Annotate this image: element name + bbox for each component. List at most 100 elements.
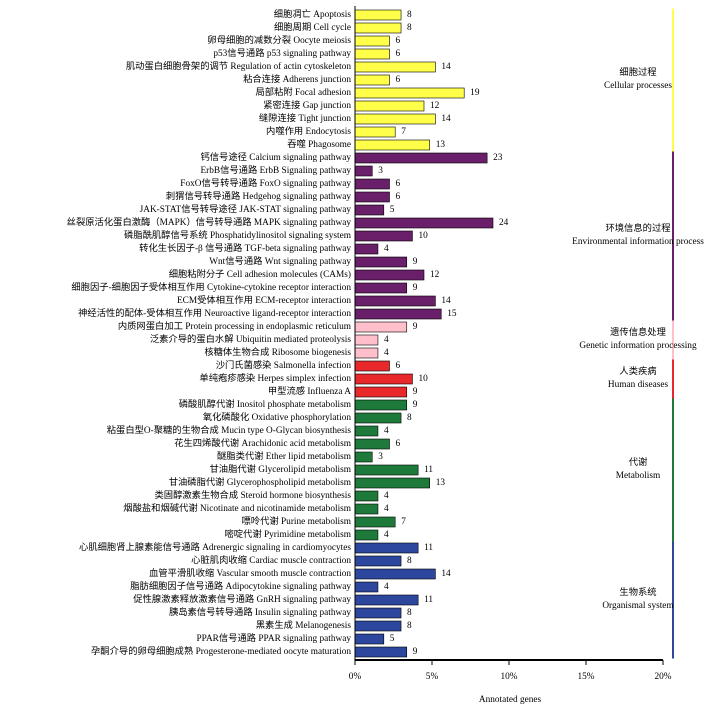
count-label: 8 (407, 608, 412, 618)
group-subtitle: Metabolism (616, 471, 661, 481)
group-name: 代谢 (629, 456, 648, 468)
category-label: 花生四烯酸代谢 Arachidonic acid metabolism (174, 437, 352, 449)
category-label: 细胞凋亡 Apoptosis (274, 8, 352, 20)
count-label: 14 (441, 62, 451, 72)
category-label: 血管平滑肌收缩 Vascular smooth muscle contracti… (149, 567, 351, 579)
bar (354, 256, 408, 268)
count-label: 4 (384, 335, 389, 345)
category-label: 嘌呤代谢 Purine metabolism (242, 515, 352, 527)
count-label: 11 (424, 543, 433, 553)
bar (354, 386, 408, 398)
category-label: ErbB信号通路 ErbB Signaling pathway (200, 164, 351, 176)
count-label: 14 (441, 569, 451, 579)
category-label: FoxO信号转导通路 FoxO signaling pathway (180, 177, 351, 189)
category-label: 黑素生成 Melanogenesis (256, 619, 352, 631)
count-label: 4 (384, 426, 389, 436)
count-label: 6 (395, 179, 400, 189)
category-label: 嘧啶代谢 Pyrimidine metabolism (224, 528, 351, 540)
category-label: 胰岛素信号转导通路 Insulin signaling pathway (169, 606, 351, 618)
count-label: 6 (395, 192, 400, 202)
group-subtitle: Cellular processes (604, 81, 672, 91)
category-label: 烟酸盐和烟碱代谢 Nicotinate and nicotinamide met… (123, 502, 352, 514)
bar (354, 477, 430, 489)
count-label: 10 (418, 374, 428, 384)
bar (354, 399, 408, 411)
category-label: 氧化磷酸化 Oxidative phosphorylation (203, 411, 352, 423)
bar (354, 633, 385, 645)
count-label: 13 (436, 140, 446, 150)
category-label: 局部粘附 Focal adhesion (255, 86, 351, 98)
bar (354, 464, 419, 476)
bar (354, 503, 379, 515)
bar (354, 22, 402, 34)
count-label: 11 (424, 465, 433, 475)
bar (354, 516, 396, 528)
count-label: 9 (413, 322, 418, 332)
count-label: 8 (407, 556, 412, 566)
count-label: 14 (441, 296, 451, 306)
category-label: 卵母细胞的减数分裂 Oocyte meiosis (207, 34, 351, 46)
category-label: 脂肪细胞因子信号通路 Adipocytokine signaling pathw… (130, 580, 351, 592)
count-label: 4 (384, 504, 389, 514)
category-label: 内质网蛋白加工 Protein processing in endoplasmi… (118, 320, 352, 332)
bar (354, 542, 419, 554)
count-label: 6 (395, 361, 400, 371)
bar (354, 334, 379, 346)
category-label: 肌动蛋白细胞骨架的调节 Regulation of actin cytoskel… (126, 60, 352, 72)
count-label: 8 (407, 413, 412, 423)
category-label: 甲型流感 Influenza A (268, 385, 351, 397)
group-name: 人类疾病 (619, 365, 656, 377)
bar (354, 269, 425, 281)
category-label: 转化生长因子-β 信号通路 TGF-beta signaling pathway (139, 242, 351, 254)
bar (354, 48, 390, 60)
count-label: 6 (395, 75, 400, 85)
x-tick-label: 5% (426, 672, 439, 682)
bar (354, 165, 373, 177)
x-tick-label: 0% (349, 672, 362, 682)
category-label: 单纯疱疹感染 Herpes simplex infection (199, 372, 351, 384)
category-label: 细胞粘附分子 Cell adhesion molecules (CAMs) (169, 268, 351, 280)
bar (354, 607, 402, 619)
group-name: 细胞过程 (619, 66, 656, 78)
category-label: 泛素介导的蛋白水解 Ubiquitin mediated proteolysis (150, 333, 352, 345)
bar (354, 321, 408, 333)
group-subtitle: Environmental information process (572, 236, 704, 247)
count-label: 8 (407, 10, 412, 20)
category-label: 孕酮介导的卵母细胞成熟 Progesterone-mediated oocyte… (91, 645, 351, 657)
bar (354, 113, 436, 125)
count-label: 6 (395, 36, 400, 46)
category-label: 吞噬 Phagosome (287, 138, 351, 150)
bar (354, 620, 402, 632)
count-label: 19 (470, 88, 480, 98)
bar (354, 425, 379, 437)
category-label: 核糖体生物合成 Ribosome biogenesis (204, 346, 351, 358)
count-label: 13 (436, 478, 446, 488)
bar (354, 204, 385, 216)
category-label: 沙门氏菌感染 Salmonella infection (216, 359, 352, 371)
x-tick-label: 10% (500, 672, 517, 682)
bar (354, 74, 390, 86)
count-label: 4 (384, 582, 389, 592)
count-label: 8 (407, 23, 412, 33)
category-label: 类固醇激素生物合成 Steroid hormone biosynthesis (154, 489, 351, 501)
count-label: 3 (378, 166, 383, 176)
category-label: 磷脂酰肌醇信号系统 Phosphatidylinositol signaling… (124, 229, 352, 241)
count-label: 24 (499, 218, 509, 228)
count-label: 23 (493, 153, 503, 163)
count-label: 9 (413, 283, 418, 293)
category-label: 刺猬信号转导通路 Hedgehog signaling pathway (166, 190, 351, 202)
bar (354, 347, 379, 359)
bar (354, 646, 408, 658)
category-label: 心肌细胞肾上腺素能信号通路 Adrenergic signaling in ca… (79, 541, 351, 553)
x-tick-label: 15% (577, 672, 594, 682)
category-label: 钙信号途径 Calcium signaling pathway (200, 151, 351, 163)
category-label: 细胞因子-细胞因子受体相互作用 Cytokine-cytokine recept… (71, 281, 351, 293)
bar (354, 308, 442, 320)
count-label: 11 (424, 595, 433, 605)
group-name: 生物系统 (619, 586, 656, 598)
category-label: PPAR信号通路 PPAR signaling pathway (196, 632, 351, 644)
category-label: 促性腺激素释放激素信号通路 GnRH signaling pathway (133, 593, 351, 605)
bar (354, 412, 402, 424)
bar (354, 451, 373, 463)
